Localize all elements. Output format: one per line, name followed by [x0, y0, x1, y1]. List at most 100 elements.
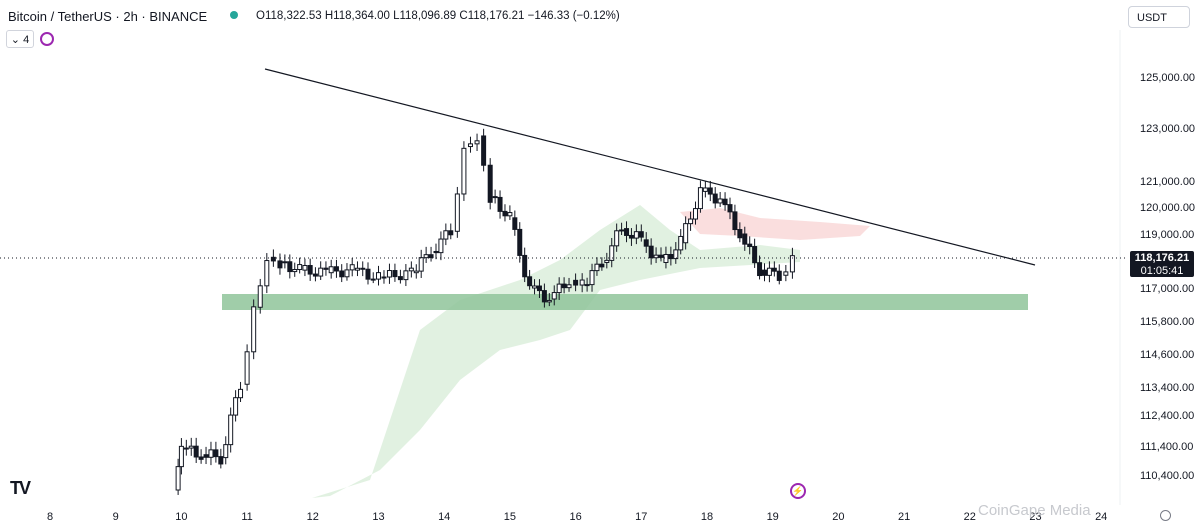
candle-body: [609, 245, 615, 261]
candle-body: [323, 267, 329, 270]
settings-icon[interactable]: [1160, 510, 1171, 521]
candle-body: [556, 283, 562, 294]
y-tick-label-3: 120,000.00: [1140, 202, 1195, 214]
x-tick-label-3: 11: [241, 511, 252, 523]
candle-body: [527, 276, 533, 287]
x-tick-label-5: 13: [372, 511, 384, 523]
candle-body: [213, 449, 219, 458]
indicators-toggle[interactable]: ⌄ 4: [6, 30, 34, 48]
high-label: H: [324, 10, 334, 22]
x-tick-label-16: 24: [1095, 511, 1107, 523]
candle-body: [257, 285, 263, 308]
candle-body: [678, 235, 684, 251]
candle-body: [776, 270, 782, 281]
cloud-bullish: [312, 205, 800, 498]
candles: [175, 128, 795, 495]
change-value: −146.33 (−0.12%): [527, 10, 620, 22]
candle-body: [487, 164, 493, 203]
candle-body: [218, 456, 224, 465]
x-tick-label-7: 15: [504, 511, 516, 523]
candle-body: [536, 285, 542, 292]
candle-body: [722, 198, 728, 206]
candle-body: [428, 254, 434, 259]
candle-body: [223, 444, 229, 459]
descending-trendline[interactable]: [264, 68, 1036, 266]
candle-body: [198, 456, 204, 460]
cloud-bearish: [680, 208, 870, 240]
low-label: L: [393, 10, 400, 22]
candle-body: [673, 249, 679, 260]
symbol-title[interactable]: Bitcoin / TetherUS · 2h · BINANCE: [8, 9, 208, 24]
candle-body: [789, 255, 795, 273]
x-tick-label-6: 14: [438, 511, 450, 523]
x-tick-label-12: 20: [832, 511, 844, 523]
candle-body: [628, 234, 634, 239]
candle-body: [732, 211, 738, 231]
candle-body: [643, 239, 649, 247]
candle-body: [381, 276, 387, 279]
candle-body: [344, 269, 350, 278]
price-axis: 125,000.00 123,000.00 121,000.00 120,000.00…: [1140, 72, 1195, 482]
y-tick-label-6: 115,800.00: [1140, 316, 1194, 328]
candle-body: [354, 267, 360, 271]
candle-body: [238, 388, 244, 399]
candle-body: [188, 445, 194, 449]
ichimoku-cloud: [312, 205, 870, 498]
candle-body: [727, 204, 733, 213]
market-open-icon: [230, 11, 238, 19]
candle-body: [766, 267, 772, 276]
y-tick-label-0: 125,000.00: [1140, 72, 1195, 84]
candle-body: [561, 283, 567, 289]
x-tick-label-10: 18: [701, 511, 713, 523]
support-zone[interactable]: [222, 294, 1028, 310]
candle-body: [392, 270, 398, 278]
candle-body: [742, 233, 748, 245]
candle-body: [697, 187, 703, 210]
candle-body: [193, 445, 199, 458]
candle-body: [747, 243, 753, 248]
x-tick-label-11: 19: [767, 511, 779, 523]
y-tick-label-11: 110,400.00: [1140, 470, 1194, 482]
candle-body: [761, 269, 767, 276]
candle-body: [653, 254, 659, 259]
y-tick-label-5: 117,000.00: [1140, 283, 1194, 295]
candle-body: [783, 271, 789, 276]
tradingview-logo-icon[interactable]: TV: [10, 478, 31, 498]
candle-body: [551, 292, 557, 300]
x-tick-label-9: 17: [635, 511, 647, 523]
candle-body: [333, 266, 339, 272]
x-tick-label-15: 23: [1029, 511, 1041, 523]
candle-body: [717, 198, 723, 204]
candle-body: [663, 253, 669, 263]
ohlc-readout: O118,322.53 H118,364.00 L118,096.89 C118…: [256, 10, 620, 22]
current-price-badge: 118,176.21 01:05:41: [1130, 251, 1194, 277]
candle-body: [448, 230, 454, 236]
candle-body: [443, 230, 449, 240]
candle-body: [302, 265, 308, 271]
close-label: C: [459, 10, 468, 22]
candle-body: [599, 263, 605, 268]
candle-body: [454, 193, 460, 232]
lightning-icon[interactable]: ⚡: [790, 483, 806, 499]
watermark: CoinGape Media: [978, 502, 1091, 519]
candle-body: [349, 264, 355, 271]
time-axis: 8 9 10 11 12 13 14 15 16 17 18 19 20 21 22 23 24: [47, 511, 1107, 523]
candle-body: [481, 135, 487, 166]
candle-body: [589, 270, 595, 286]
candle-body: [757, 262, 763, 277]
candle-body: [502, 210, 508, 217]
candle-body: [339, 270, 345, 278]
currency-selector-button[interactable]: USDT: [1128, 6, 1190, 28]
candle-body: [541, 290, 547, 303]
y-tick-label-8: 113,400.00: [1140, 382, 1194, 394]
high-value: 118,364.00: [333, 10, 390, 22]
candle-body: [752, 246, 758, 264]
x-tick-label-14: 22: [964, 511, 976, 523]
candle-body: [264, 260, 270, 287]
candle-body: [233, 397, 239, 416]
close-value: 118,176.21: [467, 10, 525, 22]
candle-body: [282, 261, 288, 264]
candle-body: [287, 261, 293, 273]
indicator-visibility-icon[interactable]: [40, 32, 54, 46]
